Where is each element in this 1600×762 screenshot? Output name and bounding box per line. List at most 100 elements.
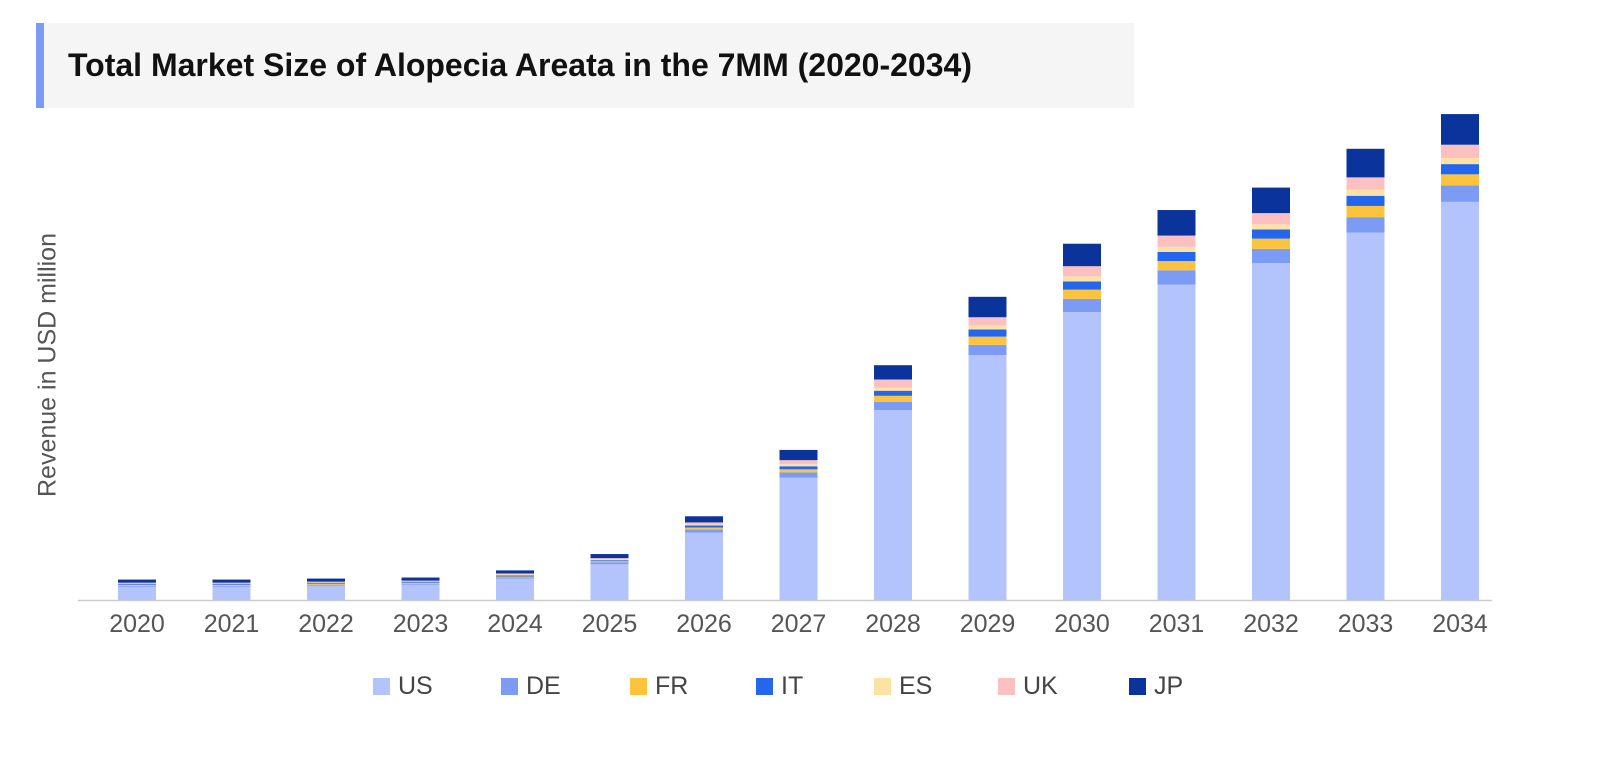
bar-segment-uk-2023 bbox=[401, 580, 440, 582]
bar-segment-de-2030 bbox=[1063, 298, 1101, 313]
legend-label-de: DE bbox=[526, 671, 561, 700]
x-tick-label-2028: 2028 bbox=[865, 610, 921, 638]
bar-segment-de-2029 bbox=[968, 344, 1007, 355]
bar-segment-uk-2029 bbox=[968, 317, 1007, 326]
x-tick-label-2029: 2029 bbox=[960, 610, 1016, 638]
bar-segment-us-2023 bbox=[401, 584, 440, 600]
x-tick-label-2034: 2034 bbox=[1432, 610, 1488, 638]
x-tick-label-2025: 2025 bbox=[582, 610, 638, 638]
legend-swatch-fr bbox=[630, 677, 647, 695]
x-tick-label-2033: 2033 bbox=[1338, 610, 1394, 638]
legend-label-jp: JP bbox=[1154, 671, 1184, 700]
bar-segment-uk-2020 bbox=[118, 582, 156, 584]
bar-segment-es-2033 bbox=[1346, 189, 1385, 196]
x-tick-label-2022: 2022 bbox=[298, 610, 354, 638]
bar-segment-it-2026 bbox=[685, 525, 723, 528]
bar-segment-de-2028 bbox=[874, 401, 912, 411]
bar-segment-jp-2033 bbox=[1346, 148, 1385, 178]
bar-segment-jp-2031 bbox=[1157, 210, 1196, 236]
bar-segment-fr-2028 bbox=[874, 395, 912, 402]
bar-segment-de-2034 bbox=[1441, 185, 1479, 202]
bar-segment-es-2025 bbox=[590, 559, 629, 561]
bar-segment-jp-2027 bbox=[779, 449, 818, 461]
bar-segment-fr-2032 bbox=[1252, 238, 1290, 249]
x-tick-label-2026: 2026 bbox=[676, 610, 732, 638]
bar-segment-jp-2020 bbox=[118, 579, 156, 583]
legend-item-de: DE bbox=[501, 668, 561, 704]
legend-label-es: ES bbox=[899, 671, 933, 700]
bar-segment-es-2029 bbox=[968, 325, 1007, 330]
bar-segment-de-2026 bbox=[685, 529, 723, 533]
bar-segment-es-2024 bbox=[496, 574, 534, 576]
bar-segment-us-2032 bbox=[1252, 263, 1290, 600]
x-tick-labels-group: 2020 2021 2022 2023 2024 2025 2026 2027 2028 2029… bbox=[109, 610, 1488, 638]
bar-segment-us-2020 bbox=[118, 586, 156, 600]
bar-segment-us-2031 bbox=[1157, 284, 1196, 600]
bar-segment-it-2033 bbox=[1346, 195, 1385, 206]
bar-segment-us-2030 bbox=[1063, 312, 1101, 600]
bar-segment-uk-2022 bbox=[307, 581, 345, 583]
bar-segment-es-2032 bbox=[1252, 224, 1290, 230]
bar-segment-it-2031 bbox=[1157, 251, 1196, 262]
bar-segment-it-2028 bbox=[874, 390, 912, 396]
bar-segment-fr-2034 bbox=[1441, 174, 1479, 186]
legend-swatch-jp bbox=[1129, 677, 1146, 695]
bar-segment-jp-2029 bbox=[968, 296, 1007, 318]
bar-segment-it-2030 bbox=[1063, 281, 1101, 290]
bar-segment-fr-2021 bbox=[212, 584, 251, 586]
bar-segment-it-2021 bbox=[212, 583, 251, 585]
bar-segment-it-2025 bbox=[590, 560, 629, 562]
x-tick-label-2030: 2030 bbox=[1054, 610, 1110, 638]
legend-label-it: IT bbox=[781, 671, 804, 700]
legend-item-us: US bbox=[373, 668, 433, 704]
bar-segment-us-2022 bbox=[307, 585, 345, 600]
bar-segment-de-2024 bbox=[496, 577, 534, 579]
legend-item-uk: UK bbox=[998, 668, 1058, 704]
bar-segment-fr-2025 bbox=[590, 561, 629, 563]
x-tick-label-2031: 2031 bbox=[1149, 610, 1205, 638]
x-tick-label-2021: 2021 bbox=[204, 610, 260, 638]
bar-segment-fr-2023 bbox=[401, 582, 440, 584]
bar-segment-it-2023 bbox=[401, 581, 440, 583]
bar-segment-uk-2024 bbox=[496, 573, 534, 575]
bar-segment-fr-2020 bbox=[118, 584, 156, 586]
bar-segment-jp-2021 bbox=[212, 579, 251, 583]
bar-segment-fr-2033 bbox=[1346, 205, 1385, 218]
bar-segment-jp-2024 bbox=[496, 570, 534, 574]
bar-segment-jp-2032 bbox=[1252, 187, 1290, 214]
legend-swatch-us bbox=[373, 677, 390, 695]
x-tick-label-2032: 2032 bbox=[1243, 610, 1299, 638]
bar-segment-uk-2033 bbox=[1346, 177, 1385, 190]
bar-segment-uk-2026 bbox=[685, 522, 723, 525]
legend-item-jp: JP bbox=[1129, 668, 1183, 704]
bar-segment-es-2027 bbox=[779, 464, 818, 467]
bar-segment-de-2033 bbox=[1346, 217, 1385, 233]
bar-segment-de-2025 bbox=[590, 562, 629, 565]
bar-segment-es-2034 bbox=[1441, 157, 1479, 165]
x-tick-label-2020: 2020 bbox=[109, 610, 165, 638]
bar-segment-uk-2025 bbox=[590, 558, 629, 560]
bar-segment-us-2029 bbox=[968, 355, 1007, 600]
legend-swatch-es bbox=[874, 677, 891, 695]
x-tick-label-2024: 2024 bbox=[487, 610, 543, 638]
chart-title: Total Market Size of Alopecia Areata in … bbox=[68, 47, 972, 83]
legend-label-us: US bbox=[398, 671, 433, 700]
bar-segment-es-2026 bbox=[685, 524, 723, 526]
bar-segment-uk-2027 bbox=[779, 460, 818, 465]
legend-item-es: ES bbox=[874, 668, 932, 704]
bar-segment-de-2022 bbox=[307, 584, 345, 586]
bar-segment-fr-2027 bbox=[779, 469, 818, 473]
bar-segment-jp-2028 bbox=[874, 365, 912, 380]
legend: US DE FR IT ES UK JP bbox=[0, 668, 1600, 704]
legend-swatch-de bbox=[501, 677, 518, 695]
bar-segment-fr-2026 bbox=[685, 527, 723, 530]
bar-segment-fr-2024 bbox=[496, 576, 534, 578]
bar-segment-us-2024 bbox=[496, 578, 534, 600]
legend-swatch-uk bbox=[998, 677, 1015, 695]
x-tick-label-2027: 2027 bbox=[771, 610, 827, 638]
bar-segment-de-2027 bbox=[779, 472, 818, 478]
bars-group bbox=[118, 114, 1479, 600]
bar-segment-uk-2030 bbox=[1063, 266, 1101, 277]
bar-segment-es-2021 bbox=[212, 583, 251, 584]
